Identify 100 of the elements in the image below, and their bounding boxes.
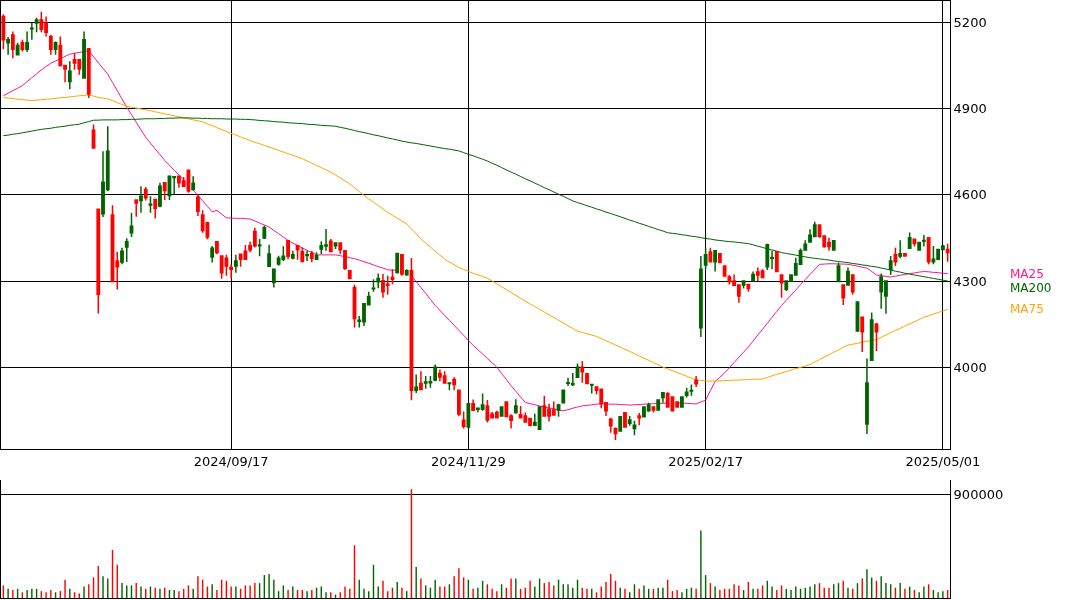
candlestick bbox=[893, 246, 898, 267]
candlestick bbox=[262, 224, 267, 240]
candlestick bbox=[703, 246, 708, 270]
candlestick bbox=[907, 231, 912, 250]
candlestick bbox=[561, 389, 566, 404]
candlestick bbox=[419, 370, 423, 391]
candlestick bbox=[10, 30, 15, 59]
candlestick bbox=[542, 395, 547, 417]
candlestick bbox=[466, 402, 471, 428]
line-series bbox=[2, 117, 949, 282]
candlestick bbox=[15, 41, 20, 57]
candlestick bbox=[309, 250, 314, 264]
candlestick bbox=[917, 241, 922, 252]
candlestick bbox=[286, 240, 290, 260]
candlestick bbox=[765, 242, 770, 271]
candlestick bbox=[281, 245, 286, 262]
x-tick-label: 2025/02/17 bbox=[668, 453, 744, 469]
candlestick bbox=[637, 412, 642, 426]
candlestick bbox=[290, 250, 295, 260]
y-tick-label: 5200 bbox=[953, 15, 987, 31]
candlestick bbox=[414, 373, 419, 394]
candlestick bbox=[67, 60, 72, 90]
candlestick bbox=[428, 375, 433, 389]
candlestick bbox=[371, 278, 376, 293]
line-series bbox=[2, 94, 949, 382]
candlestick bbox=[271, 268, 276, 289]
x-tick-label: 2024/11/29 bbox=[430, 453, 506, 469]
candlestick bbox=[651, 406, 656, 414]
candlestick bbox=[717, 252, 722, 264]
candlestick bbox=[385, 275, 390, 296]
candlestick bbox=[903, 252, 907, 257]
candlestick bbox=[589, 383, 594, 395]
candlestick bbox=[390, 268, 395, 285]
candlestick bbox=[196, 193, 200, 217]
candlestick bbox=[684, 387, 689, 399]
candlestick bbox=[485, 399, 490, 424]
candlestick bbox=[139, 185, 143, 214]
candlestick bbox=[191, 175, 196, 192]
candlestick bbox=[423, 375, 428, 390]
y-tick-label: 4900 bbox=[953, 101, 987, 117]
candlestick bbox=[850, 274, 855, 296]
candlestick bbox=[665, 391, 670, 409]
candlestick bbox=[210, 245, 215, 264]
candlestick bbox=[6, 36, 11, 56]
candlestick bbox=[494, 410, 499, 420]
x-tick-label: 2024/09/17 bbox=[193, 453, 269, 469]
candlestick bbox=[580, 360, 585, 384]
candlestick bbox=[627, 415, 632, 427]
candlestick bbox=[134, 199, 139, 218]
candlestick bbox=[480, 392, 485, 412]
y-tick-label: 4300 bbox=[953, 273, 987, 289]
candlestick bbox=[751, 270, 755, 283]
candlestick bbox=[404, 268, 409, 277]
candlestick bbox=[831, 240, 836, 251]
candlestick bbox=[343, 250, 347, 271]
candlestick bbox=[608, 416, 613, 434]
candlestick bbox=[841, 284, 846, 306]
candlestick bbox=[694, 375, 699, 388]
candlestick bbox=[779, 274, 784, 299]
candlestick bbox=[338, 242, 343, 255]
candlestick bbox=[305, 250, 309, 262]
candlestick bbox=[233, 254, 238, 274]
candlestick bbox=[120, 246, 124, 266]
candlestick bbox=[499, 406, 504, 417]
candlestick bbox=[96, 208, 101, 315]
candlestick bbox=[865, 357, 869, 435]
candlestick bbox=[698, 255, 703, 338]
x-tick-label: 2025/05/01 bbox=[905, 453, 981, 469]
candlestick bbox=[433, 363, 438, 382]
candlestick bbox=[229, 263, 234, 280]
candlestick bbox=[746, 283, 751, 293]
candlestick bbox=[774, 250, 779, 273]
candlestick bbox=[395, 252, 400, 275]
candlestick bbox=[869, 311, 874, 362]
candlestick bbox=[447, 382, 452, 391]
candlestick bbox=[252, 227, 257, 249]
candlestick bbox=[347, 269, 352, 280]
candlestick bbox=[618, 416, 623, 432]
candlestick bbox=[585, 373, 589, 385]
candlestick bbox=[124, 237, 129, 263]
candlestick bbox=[879, 272, 884, 310]
candlestick bbox=[741, 280, 746, 290]
text: MA75 bbox=[1010, 302, 1044, 316]
candlestick bbox=[158, 182, 162, 208]
y-tick-label: 4000 bbox=[953, 359, 987, 375]
candlestick bbox=[224, 254, 229, 277]
candlestick bbox=[48, 34, 53, 56]
candlestick bbox=[25, 30, 30, 53]
candlestick bbox=[461, 410, 466, 430]
candlestick bbox=[442, 370, 447, 385]
candlestick bbox=[214, 240, 219, 256]
candlestick bbox=[1, 13, 6, 50]
candlestick bbox=[661, 391, 665, 404]
text: MA25 bbox=[1010, 267, 1044, 281]
candlestick bbox=[888, 255, 893, 276]
candlestick bbox=[679, 396, 684, 408]
candlestick bbox=[452, 376, 457, 391]
y-tick-label: 900000 bbox=[953, 487, 1004, 503]
candlestick bbox=[931, 245, 936, 266]
candlestick bbox=[34, 16, 39, 34]
